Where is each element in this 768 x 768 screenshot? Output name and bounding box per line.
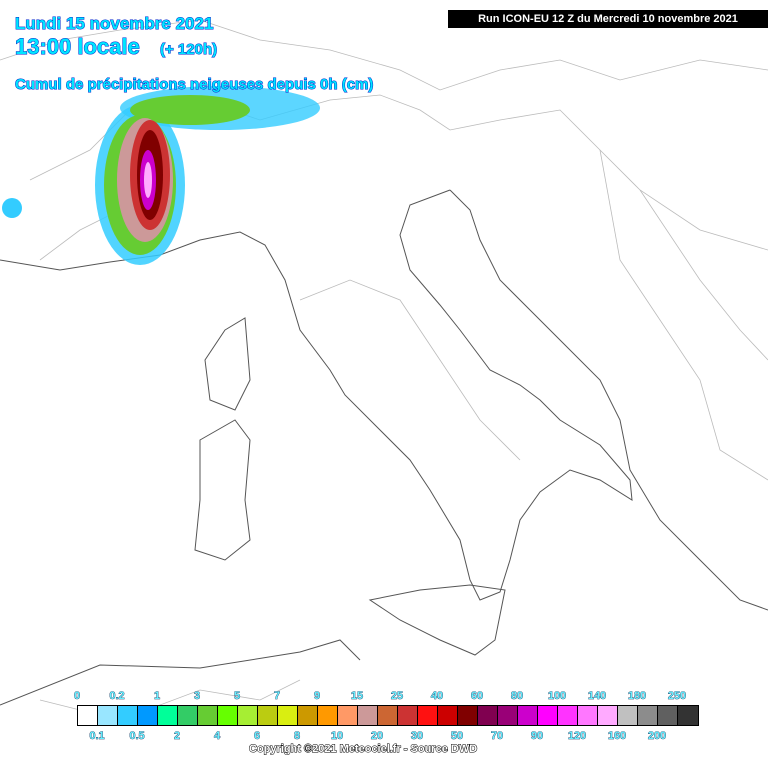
forecast-date: Lundi 15 novembre 2021 bbox=[14, 14, 214, 34]
legend-label-top: 80 bbox=[510, 690, 524, 703]
legend-swatch bbox=[158, 706, 178, 725]
legend-label-top: 7 bbox=[273, 690, 281, 703]
legend-swatch bbox=[438, 706, 458, 725]
forecast-time: 13:00 locale bbox=[15, 34, 141, 60]
legend-label-bottom: 10 bbox=[330, 730, 344, 743]
legend-swatch bbox=[198, 706, 218, 725]
legend-label-top: 60 bbox=[470, 690, 484, 703]
legend-swatch bbox=[258, 706, 278, 725]
legend-swatch bbox=[378, 706, 398, 725]
legend-label-bottom: 0.5 bbox=[129, 730, 145, 743]
legend-swatch bbox=[538, 706, 558, 725]
legend-label-bottom: 90 bbox=[530, 730, 544, 743]
legend-label-top: 1 bbox=[153, 690, 161, 703]
snowfall-field bbox=[2, 86, 320, 265]
legend-swatch bbox=[478, 706, 498, 725]
legend-label-bottom: 200 bbox=[647, 730, 667, 743]
corsica bbox=[204, 317, 251, 411]
legend-label-top: 3 bbox=[193, 690, 201, 703]
coastlines bbox=[0, 189, 768, 706]
legend-swatch bbox=[618, 706, 638, 725]
legend-swatch bbox=[78, 706, 98, 725]
legend-swatch bbox=[138, 706, 158, 725]
legend-label-top: 180 bbox=[627, 690, 647, 703]
legend-swatch bbox=[558, 706, 578, 725]
legend-label-top: 140 bbox=[587, 690, 607, 703]
legend-swatch bbox=[318, 706, 338, 725]
legend-label-bottom: 120 bbox=[567, 730, 587, 743]
legend-label-top: 15 bbox=[350, 690, 364, 703]
africa-coast bbox=[0, 639, 361, 706]
model-run-label: Run ICON-EU 12 Z du Mercredi 10 novembre… bbox=[448, 10, 768, 28]
legend-label-bottom: 20 bbox=[370, 730, 384, 743]
legend-swatch bbox=[218, 706, 238, 725]
legend-label-bottom: 50 bbox=[450, 730, 464, 743]
legend-label-top: 100 bbox=[547, 690, 567, 703]
legend-swatch bbox=[518, 706, 538, 725]
color-legend bbox=[77, 705, 699, 726]
legend-swatch bbox=[598, 706, 618, 725]
legend-swatch bbox=[678, 706, 698, 725]
legend-swatch bbox=[398, 706, 418, 725]
legend-label-bottom: 30 bbox=[410, 730, 424, 743]
legend-swatch bbox=[638, 706, 658, 725]
legend-swatch bbox=[238, 706, 258, 725]
legend-label-bottom: 70 bbox=[490, 730, 504, 743]
legend-label-top: 25 bbox=[390, 690, 404, 703]
balkan-coast bbox=[449, 189, 768, 611]
legend-label-top: 40 bbox=[430, 690, 444, 703]
legend-swatch bbox=[358, 706, 378, 725]
legend-label-top: 5 bbox=[233, 690, 241, 703]
legend-swatch bbox=[658, 706, 678, 725]
legend-swatch bbox=[578, 706, 598, 725]
legend-label-bottom: 2 bbox=[173, 730, 181, 743]
legend-label-bottom: 160 bbox=[607, 730, 627, 743]
legend-swatch bbox=[458, 706, 478, 725]
legend-swatch bbox=[498, 706, 518, 725]
lead-time: (+ 120h) bbox=[159, 41, 218, 59]
sicily bbox=[368, 584, 506, 656]
legend-label-bottom: 6 bbox=[253, 730, 261, 743]
legend-label-bottom: 4 bbox=[213, 730, 221, 743]
legend-label-top: 250 bbox=[667, 690, 687, 703]
legend-swatch bbox=[178, 706, 198, 725]
legend-label-top: 0 bbox=[73, 690, 81, 703]
legend-swatch bbox=[418, 706, 438, 725]
legend-swatch bbox=[298, 706, 318, 725]
legend-swatch bbox=[338, 706, 358, 725]
legend-label-bottom: 8 bbox=[293, 730, 301, 743]
legend-label-bottom: 0.1 bbox=[89, 730, 105, 743]
copyright: Copyright ©2021 Meteociel.fr - Source DW… bbox=[248, 743, 478, 756]
parameter-title: Cumul de précipitations neigeuses depuis… bbox=[14, 76, 374, 94]
legend-label-top: 0.2 bbox=[109, 690, 125, 703]
legend-swatch bbox=[118, 706, 138, 725]
italy-coast bbox=[159, 189, 633, 601]
legend-swatch bbox=[278, 706, 298, 725]
legend-label-top: 9 bbox=[313, 690, 321, 703]
legend-swatch bbox=[98, 706, 118, 725]
sardinia bbox=[194, 419, 251, 561]
